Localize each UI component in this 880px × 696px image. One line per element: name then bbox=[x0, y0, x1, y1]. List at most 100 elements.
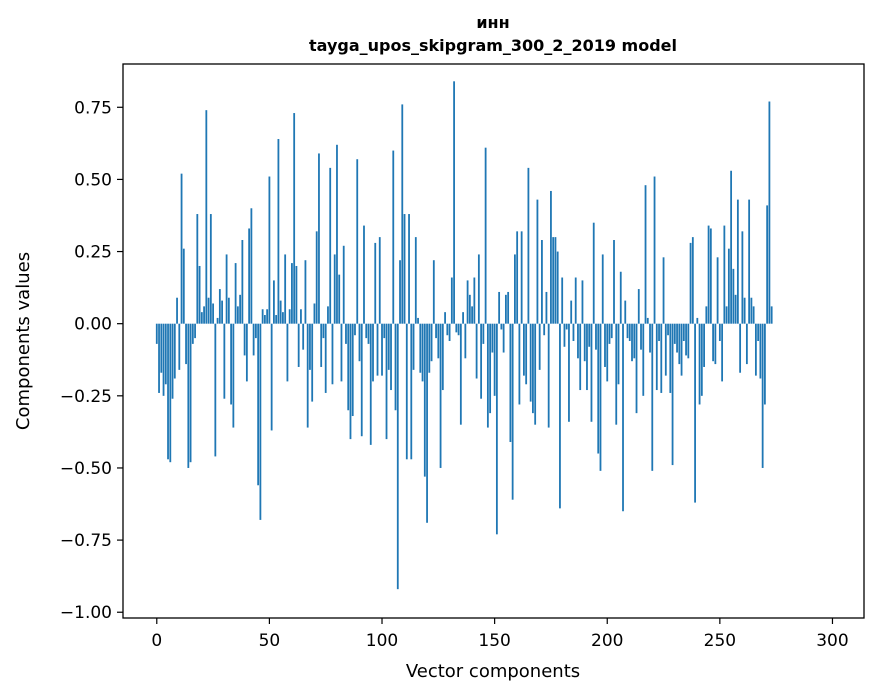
bar-9 bbox=[176, 297, 178, 324]
bar-55 bbox=[279, 300, 282, 324]
bar-67 bbox=[306, 323, 309, 428]
bar-234 bbox=[682, 323, 685, 341]
bar-184 bbox=[570, 300, 573, 324]
bar-27 bbox=[216, 317, 219, 324]
bar-66 bbox=[304, 260, 307, 324]
bar-138 bbox=[466, 280, 469, 324]
bar-18 bbox=[196, 214, 199, 324]
bar-21 bbox=[203, 306, 205, 324]
bar-2 bbox=[160, 323, 163, 373]
bar-272 bbox=[768, 101, 771, 324]
bar-98 bbox=[376, 323, 379, 376]
bar-159 bbox=[514, 254, 516, 324]
bar-142 bbox=[475, 323, 478, 379]
bar-101 bbox=[383, 323, 386, 339]
bar-267 bbox=[757, 323, 760, 341]
bar-26 bbox=[214, 323, 217, 457]
bar-210 bbox=[628, 323, 631, 341]
bar-162 bbox=[520, 231, 523, 324]
bar-22 bbox=[205, 110, 208, 324]
bar-148 bbox=[489, 323, 492, 414]
bar-165 bbox=[527, 167, 530, 324]
bar-28 bbox=[218, 289, 221, 324]
bar-24 bbox=[209, 214, 212, 324]
bar-73 bbox=[320, 323, 323, 367]
bar-167 bbox=[532, 323, 534, 414]
bar-92 bbox=[363, 225, 365, 324]
bar-232 bbox=[678, 323, 681, 365]
bar-38 bbox=[241, 240, 244, 324]
bar-180 bbox=[561, 277, 564, 324]
bar-50 bbox=[268, 176, 271, 324]
bar-103 bbox=[387, 323, 390, 370]
bar-60 bbox=[291, 263, 293, 324]
bar-42 bbox=[250, 208, 253, 324]
x-axis-label: Vector components bbox=[406, 661, 580, 682]
bar-157 bbox=[509, 323, 512, 442]
y-tick-label: −0.75 bbox=[60, 531, 112, 551]
bar-160 bbox=[516, 231, 519, 324]
bar-37 bbox=[239, 294, 242, 324]
bar-243 bbox=[703, 323, 705, 367]
bar-241 bbox=[698, 323, 701, 405]
bar-62 bbox=[295, 265, 298, 324]
bar-25 bbox=[212, 303, 214, 324]
bar-16 bbox=[191, 323, 194, 344]
bar-14 bbox=[187, 323, 190, 468]
bar-207 bbox=[622, 323, 624, 512]
bar-164 bbox=[525, 323, 528, 385]
plot-frame bbox=[122, 63, 865, 619]
bar-255 bbox=[730, 170, 733, 324]
bar-82 bbox=[340, 323, 343, 382]
bar-131 bbox=[450, 277, 453, 324]
bar-135 bbox=[459, 323, 462, 425]
bar-252 bbox=[723, 225, 726, 324]
x-tick-label: 50 bbox=[259, 631, 281, 651]
bar-117 bbox=[419, 323, 422, 373]
bar-72 bbox=[318, 153, 320, 324]
bar-99 bbox=[378, 237, 381, 324]
bar-126 bbox=[439, 323, 442, 468]
bar-119 bbox=[423, 323, 426, 477]
bar-48 bbox=[263, 315, 266, 324]
bar-193 bbox=[590, 323, 593, 422]
y-tick-label: 0.00 bbox=[74, 315, 112, 335]
bar-125 bbox=[437, 323, 440, 359]
bar-136 bbox=[462, 312, 464, 324]
bar-254 bbox=[727, 248, 730, 324]
bar-266 bbox=[754, 323, 757, 376]
bar-102 bbox=[385, 323, 388, 440]
bar-248 bbox=[714, 323, 717, 365]
bar-240 bbox=[696, 317, 699, 324]
bar-100 bbox=[381, 323, 383, 376]
bar-39 bbox=[243, 323, 246, 356]
bar-263 bbox=[748, 199, 751, 324]
bar-122 bbox=[430, 323, 433, 362]
bar-127 bbox=[441, 323, 444, 391]
bar-88 bbox=[354, 323, 356, 336]
bar-186 bbox=[574, 277, 577, 324]
bar-3 bbox=[162, 323, 165, 396]
bar-200 bbox=[606, 323, 609, 382]
bar-188 bbox=[579, 323, 582, 391]
bar-6 bbox=[169, 323, 172, 463]
bar-199 bbox=[604, 323, 606, 367]
bar-54 bbox=[277, 139, 280, 324]
bar-15 bbox=[189, 323, 192, 463]
bar-151 bbox=[495, 323, 498, 535]
bar-52 bbox=[273, 280, 275, 324]
bar-235 bbox=[685, 323, 687, 356]
bar-250 bbox=[718, 323, 721, 341]
bar-185 bbox=[572, 323, 575, 341]
bar-189 bbox=[581, 280, 584, 324]
bar-208 bbox=[624, 300, 627, 324]
bar-211 bbox=[631, 323, 633, 362]
bar-171 bbox=[541, 240, 543, 324]
bar-11 bbox=[180, 173, 183, 324]
bar-61 bbox=[293, 113, 296, 324]
bar-83 bbox=[342, 245, 345, 324]
bar-17 bbox=[194, 323, 196, 339]
bar-74 bbox=[322, 323, 325, 339]
bar-57 bbox=[284, 254, 287, 324]
